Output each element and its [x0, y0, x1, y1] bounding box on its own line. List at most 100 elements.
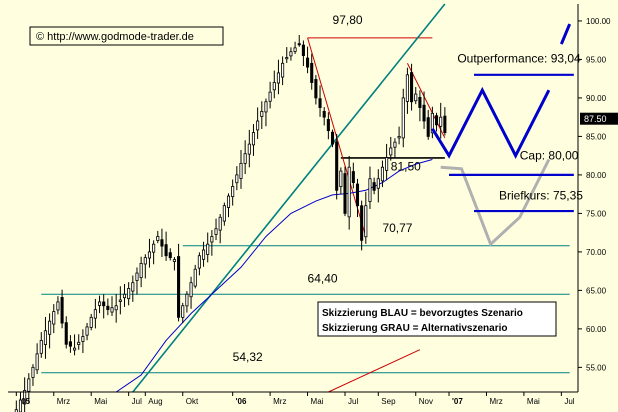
candle-body	[56, 301, 60, 311]
legend-frame	[317, 301, 557, 337]
candle-body	[326, 119, 330, 132]
candle-body	[226, 195, 231, 208]
candle-body	[247, 143, 251, 155]
x-tick-label: Jul	[132, 397, 142, 406]
y-tick-label: 90.00	[586, 94, 607, 103]
candle-body	[443, 115, 447, 133]
candle-body	[189, 282, 193, 298]
candle-body	[322, 110, 326, 118]
x-tick-label: Mrz	[273, 397, 286, 406]
candle-body	[434, 115, 439, 126]
x-tick-label: Mai	[94, 397, 107, 406]
candle-body	[35, 353, 39, 371]
candle-body	[222, 205, 226, 222]
candle-body	[202, 249, 206, 260]
candle-body	[102, 301, 106, 307]
candle-body	[214, 228, 218, 235]
candle-body	[39, 340, 43, 354]
candle-body	[127, 288, 131, 300]
level-label: 81,50	[391, 159, 421, 173]
candle-body	[160, 239, 164, 247]
candle-body	[193, 268, 197, 287]
candle-body	[210, 236, 214, 243]
candle-body	[256, 120, 260, 131]
candle-body	[181, 305, 185, 318]
candle-body	[43, 330, 47, 345]
candle-body	[364, 205, 368, 238]
price-badge-text: 87.50	[584, 114, 607, 124]
candle-body	[368, 178, 372, 202]
price-badge: 87.50	[580, 112, 618, 125]
x-tick-label: Mrz	[57, 397, 70, 406]
y-tick-label: 100.00	[586, 17, 611, 26]
y-tick-label: 75.00	[586, 209, 607, 218]
candle-body	[110, 307, 114, 313]
candle-body	[31, 366, 35, 378]
source-label: © http://www.godmode-trader.de	[36, 31, 194, 43]
candle-body	[285, 57, 289, 60]
candle-body	[68, 341, 72, 347]
candle-body	[168, 252, 172, 259]
candle-body	[414, 93, 418, 102]
candle-body	[272, 82, 276, 91]
candle-body	[343, 173, 347, 214]
candle-body	[156, 236, 160, 241]
candle-body	[385, 157, 389, 171]
candle-body	[177, 256, 181, 318]
x-tick-label: Mai	[527, 397, 540, 406]
candle-body	[422, 104, 426, 122]
candle-body	[23, 390, 27, 405]
candle-body	[264, 101, 268, 113]
source-box: © http://www.godmode-trader.de	[29, 26, 224, 46]
candle-body	[218, 216, 222, 231]
briefkurs-label: Briefkurs: 75,35	[499, 189, 583, 203]
candle-body	[268, 91, 272, 102]
candle-body	[418, 96, 422, 108]
candle-body	[347, 166, 351, 218]
y-tick-label: 70.00	[586, 248, 607, 257]
level-label: 54,32	[233, 350, 263, 364]
candle-body	[439, 116, 443, 127]
candle-body	[360, 205, 364, 241]
x-tick-label: Jul	[564, 397, 574, 406]
candle-body	[405, 74, 409, 102]
source-box-frame	[29, 26, 224, 46]
candle-body	[310, 62, 314, 83]
candle-body	[27, 378, 31, 392]
candle-body	[318, 98, 322, 108]
blue-scenario-arrow	[559, 23, 572, 45]
y-tick-label: 80.00	[586, 171, 607, 180]
x-tick-label: Mai	[311, 397, 324, 406]
x-tick-label: Mrz	[489, 397, 502, 406]
uptrend-line	[132, 3, 446, 393]
candle-body	[297, 43, 301, 46]
candle-body	[355, 183, 360, 207]
legend-entry: Skizzierung BLAU = bevorzugtes Szenario	[322, 308, 523, 319]
red-trend-line	[406, 63, 446, 139]
candle-body	[293, 47, 297, 52]
candle-body	[289, 51, 293, 57]
candle-body	[260, 110, 264, 117]
level-label: 70,77	[382, 221, 412, 235]
level-label: 97,80	[333, 13, 363, 27]
candle-body	[164, 244, 168, 257]
candle-body	[64, 322, 68, 345]
level-label: 64,40	[308, 272, 338, 286]
candle-body	[239, 162, 243, 179]
candle-body	[48, 320, 52, 335]
y-tick-label: 60.00	[586, 325, 607, 334]
candle-body	[231, 186, 235, 198]
candle-body	[314, 79, 318, 99]
candle-body	[152, 243, 156, 253]
candle-body	[114, 305, 118, 311]
candle-body	[351, 171, 355, 184]
candle-body	[301, 44, 305, 56]
candle-body	[335, 141, 339, 191]
cap-label: Cap: 80,00	[520, 149, 579, 163]
candle-body	[281, 62, 285, 78]
candle-body	[81, 336, 85, 342]
candle-body	[410, 72, 414, 103]
candle-body	[235, 174, 239, 184]
candle-body	[89, 316, 93, 328]
candle-body	[372, 182, 376, 191]
